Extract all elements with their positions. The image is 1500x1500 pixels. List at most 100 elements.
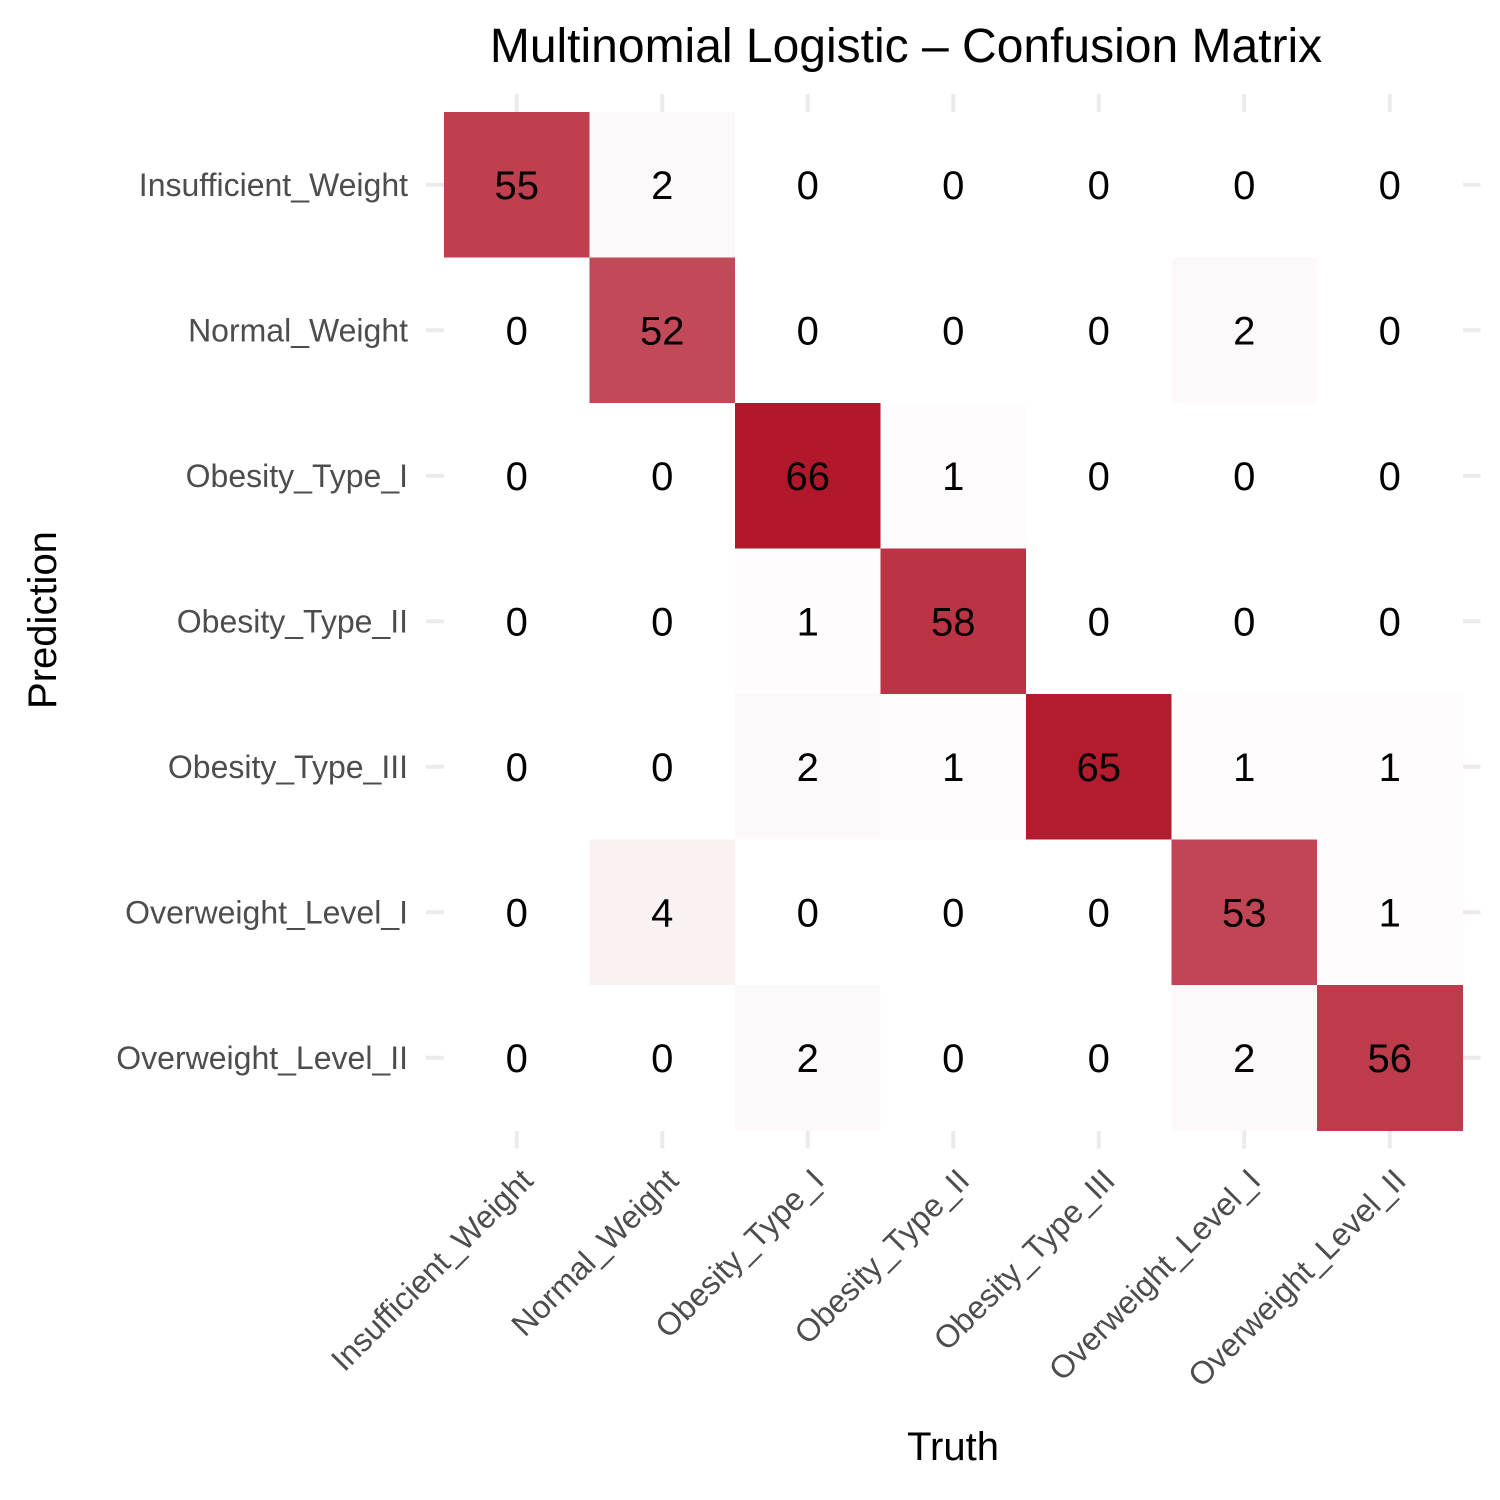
heatmap-cell (1171, 839, 1318, 986)
y-tick-label: Obesity_Type_II (177, 603, 408, 639)
heatmap-cell (589, 403, 736, 549)
cell-value-label: 0 (651, 455, 673, 499)
heatmap-cell (880, 403, 1027, 549)
y-tick-label: Normal_Weight (188, 312, 408, 348)
cell-value-label: 0 (651, 1037, 673, 1081)
heatmap-cell (1171, 694, 1318, 840)
cell-value-label: 1 (942, 455, 964, 499)
cell-value-label: 1 (797, 600, 819, 644)
cell-value-label: 0 (506, 891, 528, 935)
y-tick-label: Obesity_Type_III (168, 749, 408, 785)
cell-value-label: 0 (1088, 309, 1110, 353)
cell-value-label: 0 (1379, 164, 1401, 208)
cell-value-label: 1 (1379, 891, 1401, 935)
x-axis-title: Truth (907, 1425, 999, 1469)
heatmap-cell (444, 548, 590, 695)
y-tick-label: Insufficient_Weight (139, 167, 408, 203)
cell-value-label: 0 (506, 309, 528, 353)
heatmap-cell (880, 985, 1027, 1131)
heatmap-cell (589, 839, 736, 986)
heatmap-cell (444, 403, 590, 549)
cell-value-label: 0 (1088, 600, 1110, 644)
cell-value-label: 0 (506, 746, 528, 790)
heatmap-cell (880, 839, 1027, 986)
heatmap-cell (735, 257, 881, 404)
cell-value-label: 55 (495, 164, 540, 208)
cell-value-label: 66 (786, 455, 831, 499)
cell-value-label: 4 (651, 891, 673, 935)
cell-value-label: 0 (506, 600, 528, 644)
cell-value-label: 0 (1233, 164, 1255, 208)
heatmap-cells (444, 112, 1463, 1131)
cell-value-label: 2 (797, 1037, 819, 1081)
heatmap-cell (1317, 548, 1463, 695)
heatmap-cell (735, 112, 881, 258)
cell-value-label: 1 (1233, 746, 1255, 790)
cell-value-label: 1 (942, 746, 964, 790)
cell-value-label: 0 (651, 746, 673, 790)
cell-value-label: 0 (1088, 891, 1110, 935)
heatmap-cell (1171, 257, 1318, 404)
cell-value-label: 0 (942, 164, 964, 208)
cell-value-label: 0 (797, 164, 819, 208)
heatmap-cell (1026, 112, 1172, 258)
cell-value-label: 0 (1088, 1037, 1110, 1081)
y-axis-tick-labels: Insufficient_Weight Normal_Weight Obesity_… (116, 167, 408, 1076)
heatmap-cell (1317, 257, 1463, 404)
cell-value-label: 2 (1233, 1037, 1255, 1081)
heatmap-cell (880, 694, 1027, 840)
x-axis-tick-labels: Insufficient_WeightNormal_WeightObesity_… (324, 1162, 1413, 1394)
heatmap-cell (1317, 985, 1463, 1131)
cell-value-label: 65 (1077, 746, 1122, 790)
cell-value-label: 0 (942, 309, 964, 353)
heatmap-cell (444, 839, 590, 986)
heatmap-cell (589, 694, 736, 840)
heatmap-cell (880, 112, 1027, 258)
heatmap-cell (735, 839, 881, 986)
heatmap-cell (1026, 694, 1172, 840)
heatmap-cell (735, 694, 881, 840)
cell-value-label: 0 (942, 891, 964, 935)
cell-value-label: 0 (797, 891, 819, 935)
cell-value-label: 0 (506, 455, 528, 499)
heatmap-cell (1171, 112, 1318, 258)
cell-value-label: 0 (1233, 455, 1255, 499)
heatmap-cell (1317, 403, 1463, 549)
y-tick-label: Overweight_Level_II (116, 1040, 408, 1076)
cell-value-label: 0 (797, 309, 819, 353)
heatmap-cell (589, 257, 736, 404)
heatmap-cell (1171, 985, 1318, 1131)
heatmap-cell (1317, 694, 1463, 840)
heatmap-cell (735, 548, 881, 695)
cell-value-label: 0 (942, 1037, 964, 1081)
heatmap-cell (1171, 548, 1318, 695)
cell-value-label: 0 (506, 1037, 528, 1081)
cell-value-label: 0 (1088, 164, 1110, 208)
cell-value-label: 53 (1222, 891, 1267, 935)
heatmap-cell (1317, 112, 1463, 258)
y-axis-title: Prediction (21, 531, 65, 709)
heatmap-cell (589, 985, 736, 1131)
cell-value-label: 0 (1233, 600, 1255, 644)
cell-value-label: 1 (1379, 746, 1401, 790)
heatmap-cell (444, 112, 590, 258)
y-tick-label: Obesity_Type_I (186, 458, 408, 494)
heatmap-cell (735, 403, 881, 549)
heatmap-cell (589, 112, 736, 258)
cell-value-label: 2 (797, 746, 819, 790)
cell-value-label: 0 (1379, 309, 1401, 353)
heatmap-cell (1317, 839, 1463, 986)
heatmap-cell (444, 985, 590, 1131)
heatmap-cell (589, 548, 736, 695)
heatmap-cell (1026, 403, 1172, 549)
heatmap-cell (880, 548, 1027, 695)
heatmap-cell (880, 257, 1027, 404)
chart-title: Multinomial Logistic – Confusion Matrix (490, 20, 1322, 73)
y-tick-label: Overweight_Level_I (125, 894, 408, 930)
cell-value-label: 58 (931, 600, 976, 644)
cell-value-label: 2 (1233, 309, 1255, 353)
cell-value-label: 0 (651, 600, 673, 644)
cell-value-label: 2 (651, 164, 673, 208)
heatmap-cell (1026, 548, 1172, 695)
cell-value-label: 56 (1368, 1037, 1413, 1081)
